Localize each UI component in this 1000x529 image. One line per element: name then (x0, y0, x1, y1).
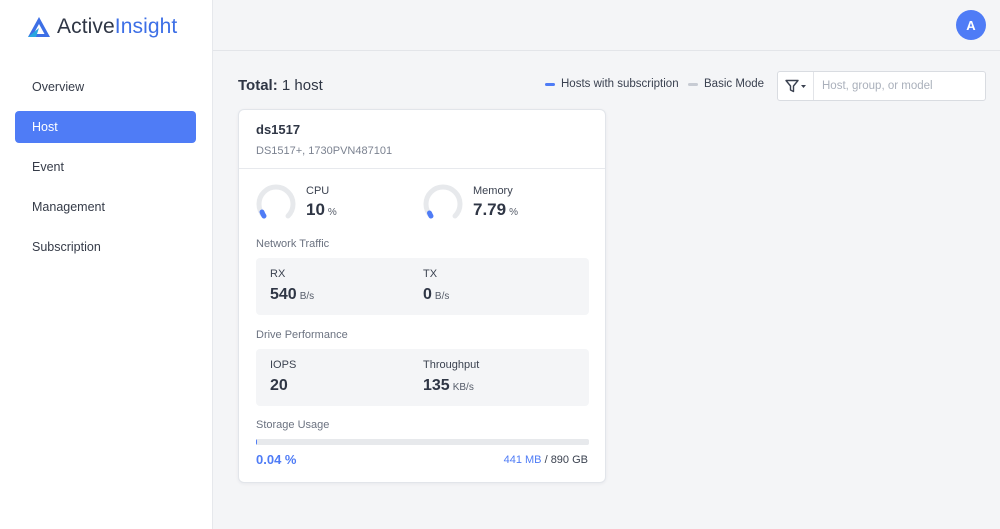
throughput-value: 135 KB/s (423, 377, 474, 394)
memory-gauge-icon (423, 184, 463, 219)
total-label: Total: (238, 77, 278, 94)
throughput-label: Throughput (423, 359, 480, 371)
host-card-header: ds1517 DS1517+, 1730PVN487101 (239, 110, 605, 169)
rx-metric: RX 540 B/s (270, 268, 314, 304)
total-value: 1 host (281, 77, 323, 94)
sidebar-item-overview[interactable]: Overview (15, 71, 196, 103)
memory-gauge: Memory 7.79% (423, 184, 518, 224)
memory-value: 7.79% (473, 200, 518, 219)
sidebar-item-label: Event (32, 160, 64, 174)
legend-swatch (688, 82, 698, 86)
host-model: DS1517+, 1730PVN487101 (256, 145, 393, 157)
sidebar-item-management[interactable]: Management (15, 191, 196, 223)
iops-metric: IOPS 20 (270, 359, 296, 395)
network-traffic-title: Network Traffic (256, 238, 330, 250)
cpu-gauge: CPU 10% (256, 184, 337, 224)
cpu-label: CPU (306, 185, 330, 197)
activeinsight-logo-icon (28, 17, 50, 37)
tx-metric: TX 0 B/s (423, 268, 449, 304)
drive-performance-panel: IOPS 20 Throughput 135 KB/s (256, 349, 589, 406)
throughput-metric: Throughput 135 KB/s (423, 359, 479, 395)
filter-dropdown-button[interactable] (778, 72, 814, 100)
network-traffic-panel: RX 540 B/s TX 0 B/s (256, 258, 589, 315)
cpu-gauge-icon (256, 184, 296, 219)
memory-label: Memory (473, 185, 513, 197)
storage-separator: / (544, 454, 548, 466)
avatar-initial: A (966, 17, 976, 33)
search-input[interactable] (814, 80, 974, 92)
sidebar-item-label: Host (32, 120, 58, 134)
legend-swatch (545, 82, 555, 86)
storage-total: 890 GB (550, 454, 588, 466)
avatar[interactable]: A (956, 10, 986, 40)
rx-value: 540 B/s (270, 286, 315, 303)
host-name: ds1517 (256, 122, 301, 137)
sidebar: ActiveInsight Overview Host Event Manage… (0, 0, 213, 529)
sidebar-item-label: Overview (32, 80, 85, 94)
tx-label: TX (423, 268, 438, 280)
drive-performance-title: Drive Performance (256, 329, 348, 341)
host-card[interactable]: ds1517 DS1517+, 1730PVN487101 CPU 10% Me… (238, 109, 606, 483)
sidebar-item-label: Subscription (32, 240, 101, 254)
host-filter (777, 71, 986, 101)
legend-label: Basic Mode (704, 78, 765, 90)
app-name: ActiveInsight (57, 15, 178, 38)
rx-label: RX (270, 268, 286, 280)
tx-value: 0 B/s (423, 286, 450, 303)
sidebar-item-event[interactable]: Event (15, 151, 196, 183)
sidebar-item-subscription[interactable]: Subscription (15, 231, 196, 263)
legend-label: Hosts with subscription (561, 78, 679, 90)
app-logo[interactable]: ActiveInsight (27, 14, 177, 40)
sidebar-item-host[interactable]: Host (15, 111, 196, 143)
cpu-value: 10% (306, 200, 337, 219)
legend-basic-mode: Basic Mode (688, 78, 764, 90)
filter-icon (784, 79, 806, 93)
iops-label: IOPS (270, 359, 297, 371)
top-bar: A (213, 0, 1000, 51)
storage-usage-title: Storage Usage (256, 419, 330, 431)
host-total: Total: 1 host (238, 77, 323, 94)
sidebar-item-label: Management (32, 200, 105, 214)
sidebar-nav: Overview Host Event Management Subscript… (15, 71, 196, 271)
storage-usage-percent: 0.04 % (256, 452, 297, 467)
storage-used: 441 MB (503, 454, 542, 466)
storage-usage-bar (256, 439, 589, 445)
iops-value: 20 (270, 377, 288, 394)
storage-usage-amount: 441 MB / 890 GB (504, 454, 588, 466)
legend-subscription: Hosts with subscription (545, 78, 679, 90)
